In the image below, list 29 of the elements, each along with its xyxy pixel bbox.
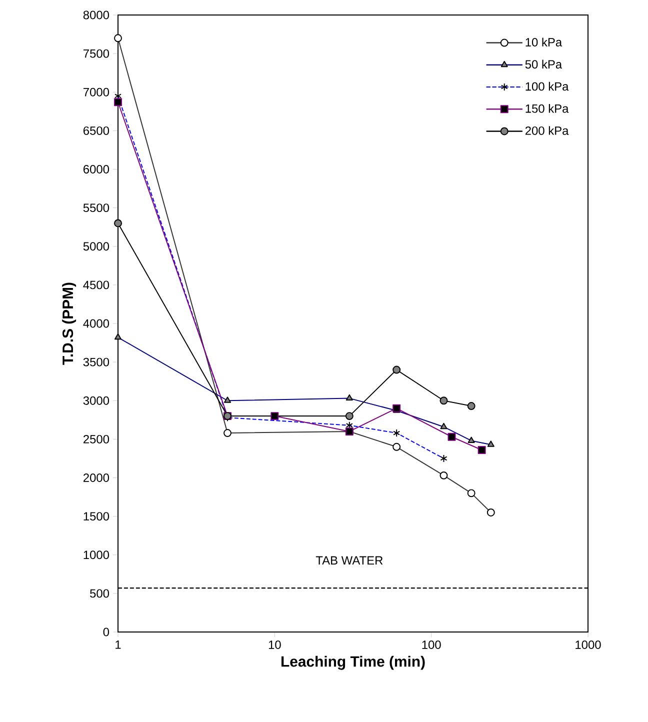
y-tick-label: 0 bbox=[103, 628, 110, 636]
x-tick-label: 1 bbox=[116, 640, 121, 649]
y-tick-label: 2000 bbox=[83, 474, 110, 482]
y-tick-label: 3000 bbox=[83, 396, 110, 405]
y-tick-label: 1000 bbox=[84, 550, 110, 560]
y-tick-label: 4000 bbox=[83, 319, 110, 328]
y-tick-label: 6000 bbox=[84, 165, 110, 174]
y-axis-title: T.D.S (PPM) bbox=[62, 282, 76, 365]
y-tick-label: 6500 bbox=[84, 126, 110, 135]
y-tick-label: 7500 bbox=[84, 49, 110, 58]
y-tick-label: 2500 bbox=[83, 434, 110, 444]
y-tick-label: 7000 bbox=[84, 88, 110, 96]
legend-label: 100 kPa bbox=[526, 82, 569, 91]
x-tick-label: 100 bbox=[422, 640, 441, 649]
x-tick-label: 10 bbox=[268, 640, 281, 649]
y-tick-label: 8000 bbox=[83, 10, 110, 20]
legend-label: 200 kPa bbox=[525, 126, 569, 135]
y-tick-label: 500 bbox=[90, 589, 110, 598]
y-tick-label: 4500 bbox=[83, 280, 110, 290]
legend-label: 50 kPa bbox=[525, 60, 562, 69]
y-tick-label: 5500 bbox=[83, 204, 110, 212]
y-tick-label: 3500 bbox=[83, 358, 110, 366]
y-tick-label: 1500 bbox=[84, 512, 110, 521]
x-axis-title: Leaching Time (min) bbox=[281, 656, 425, 670]
legend-label: 10 kPa bbox=[526, 38, 562, 46]
y-tick-label: 5000 bbox=[83, 242, 110, 251]
x-tick-label: 1000 bbox=[576, 640, 601, 649]
legend-label: 150 kPa bbox=[526, 104, 569, 113]
ref-line-label: TAB WATER bbox=[316, 556, 383, 565]
